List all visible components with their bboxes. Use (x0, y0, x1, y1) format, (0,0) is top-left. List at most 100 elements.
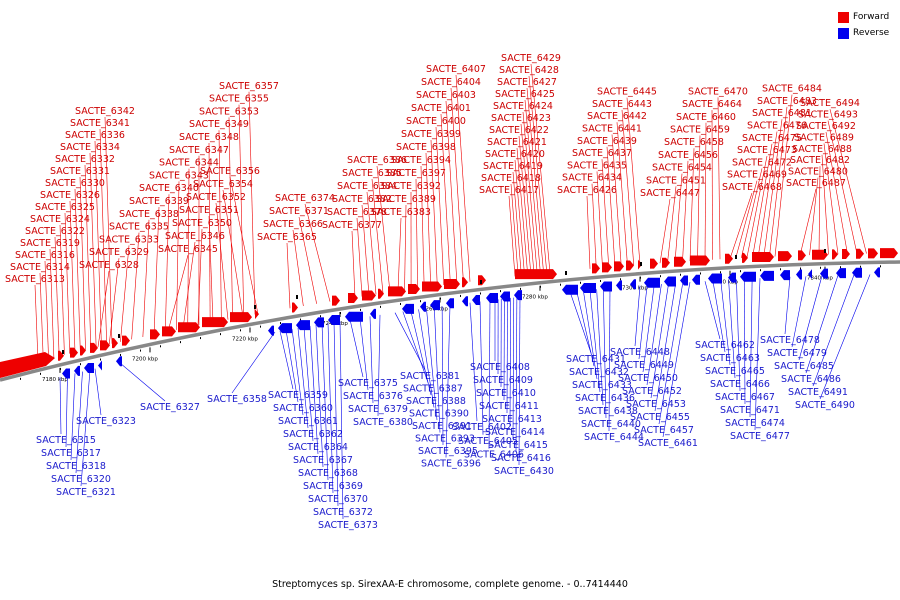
forward-gene-label: SACTE_6335 (109, 222, 169, 233)
forward-gene-arrow (856, 248, 864, 259)
reverse-gene-arrow (486, 293, 498, 304)
reverse-gene-label: SACTE_6432 (569, 367, 629, 378)
forward-gene-label: SACTE_6353 (199, 106, 259, 117)
forward-gene-label: SACTE_6316 (15, 250, 75, 261)
forward-gene-label: SACTE_6343 (149, 170, 209, 181)
forward-gene-leader (39, 272, 44, 361)
forward-gene-arrow (662, 257, 670, 268)
reverse-gene-arrow (708, 273, 722, 284)
reverse-gene-leader (75, 371, 83, 474)
reverse-gene-leader (638, 285, 648, 360)
forward-gene-label: SACTE_6325 (35, 202, 95, 213)
forward-gene-label: SACTE_6481 (752, 108, 812, 119)
reverse-gene-label: SACTE_6323 (76, 416, 136, 427)
reverse-gene-arrow (820, 268, 828, 279)
forward-gene-leader (818, 166, 821, 255)
forward-gene-leader (84, 164, 92, 349)
forward-gene-label: SACTE_6313 (5, 274, 65, 285)
forward-gene-leader (222, 189, 244, 317)
forward-gene-label: SACTE_6447 (640, 188, 700, 199)
minor-tick (860, 265, 861, 268)
forward-gene-label: SACTE_6334 (60, 142, 120, 153)
forward-gene-leader (530, 63, 551, 273)
reverse-gene-label: SACTE_6438 (578, 406, 638, 417)
reverse-gene-leader (805, 275, 839, 374)
reverse-gene-leader (418, 309, 435, 408)
reverse-gene-label: SACTE_6321 (56, 487, 116, 498)
forward-gene-arrow (832, 249, 838, 260)
forward-gene-leader (508, 195, 516, 277)
reverse-gene-label: SACTE_6405 (458, 436, 518, 447)
forward-gene-label: SACTE_6384 (337, 181, 397, 192)
forward-gene-leader (54, 236, 60, 357)
forward-gene-arrow (842, 249, 850, 260)
forward-gene-label: SACTE_6451 (646, 175, 706, 186)
forward-gene-label: SACTE_6403 (416, 90, 476, 101)
reverse-gene-arrow (796, 269, 802, 280)
forward-gene-leader (586, 195, 591, 269)
reverse-gene-leader (349, 319, 364, 378)
reverse-gene-label: SACTE_6396 (421, 459, 481, 470)
forward-gene-leader (182, 241, 196, 329)
forward-gene-leader (376, 165, 391, 293)
reverse-gene-leader (488, 300, 491, 449)
forward-gene-label: SACTE_6330 (45, 178, 105, 189)
forward-gene-leader (120, 245, 130, 342)
forward-gene-arrow (112, 338, 118, 349)
reverse-gene-arrow (500, 291, 510, 302)
minor-tick (540, 285, 541, 288)
reverse-gene-label: SACTE_6416 (491, 453, 551, 464)
reverse-gene-arrow (630, 279, 636, 290)
forward-gene-leader (799, 188, 817, 256)
minor-tick (260, 325, 261, 328)
reverse-gene-label: SACTE_6361 (278, 416, 338, 427)
reverse-gene-leader (646, 284, 662, 386)
forward-gene-leader (64, 212, 71, 354)
forward-gene-leader (366, 191, 377, 295)
minor-tick (840, 266, 841, 269)
forward-gene-label: SACTE_6351 (179, 205, 239, 216)
forward-gene-leader (215, 202, 229, 320)
reverse-gene-label: SACTE_6327 (140, 402, 200, 413)
feature-marker (640, 262, 642, 266)
reverse-gene-leader (634, 285, 641, 347)
forward-gene-label: SACTE_6482 (790, 155, 850, 166)
reverse-gene-label: SACTE_6479 (767, 348, 827, 359)
forward-gene-label: SACTE_6468 (722, 182, 782, 193)
forward-gene-label: SACTE_6427 (497, 77, 557, 88)
reverse-gene-arrow (370, 308, 376, 319)
forward-gene-leader (44, 260, 49, 359)
forward-gene-leader (809, 177, 819, 256)
forward-gene-label: SACTE_6445 (597, 87, 657, 98)
forward-gene-leader (238, 104, 245, 317)
minor-tick (660, 275, 661, 278)
reverse-gene-arrow (345, 311, 363, 322)
minor-tick (160, 345, 161, 348)
reverse-gene-leader (426, 308, 438, 421)
reverse-gene-arrow (664, 276, 676, 287)
forward-gene-label: SACTE_6398 (396, 142, 456, 153)
reverse-gene-label: SACTE_6318 (46, 461, 106, 472)
forward-gene-arrow (202, 317, 228, 328)
forward-gene-label: SACTE_6458 (664, 137, 724, 148)
forward-gene-label: SACTE_6472 (732, 157, 792, 168)
forward-gene-label: SACTE_6378 (327, 207, 387, 218)
reverse-gene-leader (285, 329, 299, 403)
reverse-gene-leader (410, 310, 432, 396)
forward-gene-label: SACTE_6385 (342, 168, 402, 179)
forward-gene-label: SACTE_6480 (788, 167, 848, 178)
forward-gene-leader (176, 181, 180, 330)
minor-tick (220, 333, 221, 336)
minor-tick (720, 271, 721, 274)
forward-gene-leader (94, 140, 102, 347)
forward-gene-leader (97, 270, 110, 348)
forward-gene-label: SACTE_6324 (30, 214, 90, 225)
forward-gene-leader (729, 192, 753, 259)
reverse-gene-leader (784, 276, 791, 335)
reverse-gene-leader (819, 274, 871, 400)
reverse-gene-leader (94, 368, 102, 416)
forward-gene-leader (746, 156, 768, 258)
reverse-gene-label: SACTE_6410 (476, 388, 536, 399)
reverse-gene-leader (377, 314, 381, 417)
reverse-gene-leader (512, 297, 515, 440)
